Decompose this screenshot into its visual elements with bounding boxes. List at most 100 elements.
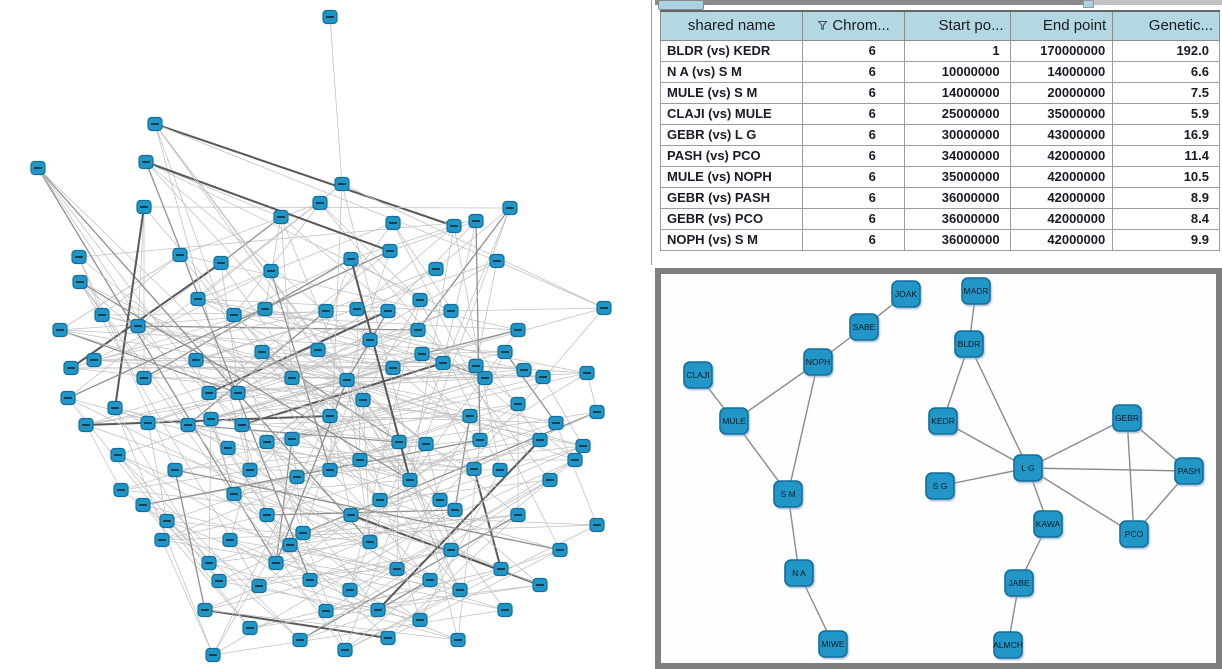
- filter-funnel-icon[interactable]: [817, 20, 828, 31]
- graph-node[interactable]: [318, 303, 334, 319]
- network-node-CLAJI[interactable]: CLAJI: [683, 361, 713, 389]
- graph-node[interactable]: [254, 344, 270, 360]
- graph-node[interactable]: [242, 462, 258, 478]
- graph-node[interactable]: [302, 572, 318, 588]
- graph-node[interactable]: [532, 432, 548, 448]
- graph-node[interactable]: [222, 532, 238, 548]
- graph-node[interactable]: [130, 318, 146, 334]
- graph-node[interactable]: [136, 199, 152, 215]
- graph-node[interactable]: [492, 462, 508, 478]
- graph-node[interactable]: [289, 469, 305, 485]
- network-node-L G[interactable]: L G: [1013, 454, 1043, 482]
- network-node-shape[interactable]: [1013, 454, 1043, 482]
- network-node-shape[interactable]: [683, 361, 713, 389]
- scrollbar-track-light[interactable]: [1092, 0, 1222, 5]
- network-node-KEDR[interactable]: KEDR: [928, 407, 958, 435]
- table-row[interactable]: N A (vs) S M 6 10000000 14000000 6.6: [659, 60, 1220, 83]
- graph-node[interactable]: [575, 438, 591, 454]
- graph-node[interactable]: [60, 390, 76, 406]
- graph-node[interactable]: [468, 213, 484, 229]
- network-node-NOPH[interactable]: NOPH: [803, 348, 833, 376]
- graph-node[interactable]: [552, 542, 568, 558]
- graph-node[interactable]: [295, 525, 311, 541]
- graph-node[interactable]: [472, 432, 488, 448]
- graph-node[interactable]: [110, 447, 126, 463]
- graph-node[interactable]: [167, 462, 183, 478]
- graph-node[interactable]: [322, 9, 338, 25]
- graph-node[interactable]: [211, 573, 227, 589]
- graph-node[interactable]: [154, 532, 170, 548]
- graph-node[interactable]: [362, 332, 378, 348]
- network-node-shape[interactable]: [1119, 520, 1149, 548]
- graph-node[interactable]: [349, 301, 365, 317]
- graph-node[interactable]: [226, 486, 242, 502]
- network-node-S G[interactable]: S G: [925, 472, 955, 500]
- network-node-GEBR[interactable]: GEBR: [1112, 404, 1142, 432]
- graph-node[interactable]: [188, 352, 204, 368]
- graph-node[interactable]: [71, 249, 87, 265]
- network-edge-L G-GEBR[interactable]: [1027, 417, 1128, 469]
- graph-node[interactable]: [140, 415, 156, 431]
- graph-node[interactable]: [493, 561, 509, 577]
- network-node-KAWA[interactable]: KAWA: [1033, 510, 1063, 538]
- scrollbar-thumb[interactable]: [658, 0, 704, 10]
- graph-node[interactable]: [72, 274, 88, 290]
- table-row[interactable]: GEBR (vs) L G 6 30000000 43000000 16.9: [659, 123, 1220, 146]
- graph-node[interactable]: [589, 517, 605, 533]
- graph-node[interactable]: [548, 415, 564, 431]
- graph-node[interactable]: [502, 200, 518, 216]
- network-node-shape[interactable]: [784, 559, 814, 587]
- graph-node[interactable]: [180, 417, 196, 433]
- graph-node[interactable]: [579, 365, 595, 381]
- graph-node[interactable]: [510, 396, 526, 412]
- graph-node[interactable]: [389, 561, 405, 577]
- graph-node[interactable]: [230, 385, 246, 401]
- graph-node[interactable]: [497, 344, 513, 360]
- graph-node[interactable]: [443, 542, 459, 558]
- graph-node[interactable]: [322, 462, 338, 478]
- graph-node[interactable]: [352, 452, 368, 468]
- network-node-S M[interactable]: S M: [773, 480, 803, 508]
- network-node-PCO[interactable]: PCO: [1119, 520, 1149, 548]
- network-node-ALMCH[interactable]: ALMCH: [993, 631, 1023, 659]
- graph-node[interactable]: [450, 632, 466, 648]
- graph-node[interactable]: [337, 642, 353, 658]
- network-edge-BLDR-L G[interactable]: [968, 343, 1029, 469]
- network-node-shape[interactable]: [993, 631, 1023, 659]
- table-row[interactable]: PASH (vs) PCO 6 34000000 42000000 11.4: [659, 144, 1220, 167]
- table-header-cell-0[interactable]: shared name: [659, 10, 804, 41]
- graph-node[interactable]: [310, 342, 326, 358]
- network-node-BLDR[interactable]: BLDR: [954, 330, 984, 358]
- network-node-PASH[interactable]: PASH: [1174, 457, 1204, 485]
- graph-node[interactable]: [412, 292, 428, 308]
- graph-node[interactable]: [497, 602, 513, 618]
- graph-node[interactable]: [382, 243, 398, 259]
- graph-node[interactable]: [355, 392, 371, 408]
- table-header-cell-4[interactable]: Genetic...: [1112, 10, 1220, 41]
- graph-node[interactable]: [342, 582, 358, 598]
- graph-node[interactable]: [385, 215, 401, 231]
- graph-node[interactable]: [542, 472, 558, 488]
- network-node-MADR[interactable]: MADR: [961, 277, 991, 305]
- graph-node[interactable]: [273, 209, 289, 225]
- small-network-canvas[interactable]: JOAK SABE NOPH CLAJI MULE S M N A MIWE MADR BLDR K…: [661, 274, 1216, 663]
- graph-node[interactable]: [220, 440, 236, 456]
- graph-node[interactable]: [251, 578, 267, 594]
- network-node-shape[interactable]: [719, 407, 749, 435]
- graph-node[interactable]: [318, 603, 334, 619]
- network-node-shape[interactable]: [1174, 457, 1204, 485]
- graph-node[interactable]: [147, 116, 163, 132]
- graph-node[interactable]: [443, 303, 459, 319]
- graph-node[interactable]: [477, 370, 493, 386]
- network-node-JABE[interactable]: JABE: [1004, 569, 1034, 597]
- graph-node[interactable]: [339, 372, 355, 388]
- graph-node[interactable]: [343, 507, 359, 523]
- graph-node[interactable]: [136, 370, 152, 386]
- graph-node[interactable]: [510, 322, 526, 338]
- graph-node[interactable]: [410, 322, 426, 338]
- graph-node[interactable]: [197, 602, 213, 618]
- graph-node[interactable]: [466, 461, 482, 477]
- graph-node[interactable]: [259, 434, 275, 450]
- graph-node[interactable]: [432, 492, 448, 508]
- graph-node[interactable]: [414, 346, 430, 362]
